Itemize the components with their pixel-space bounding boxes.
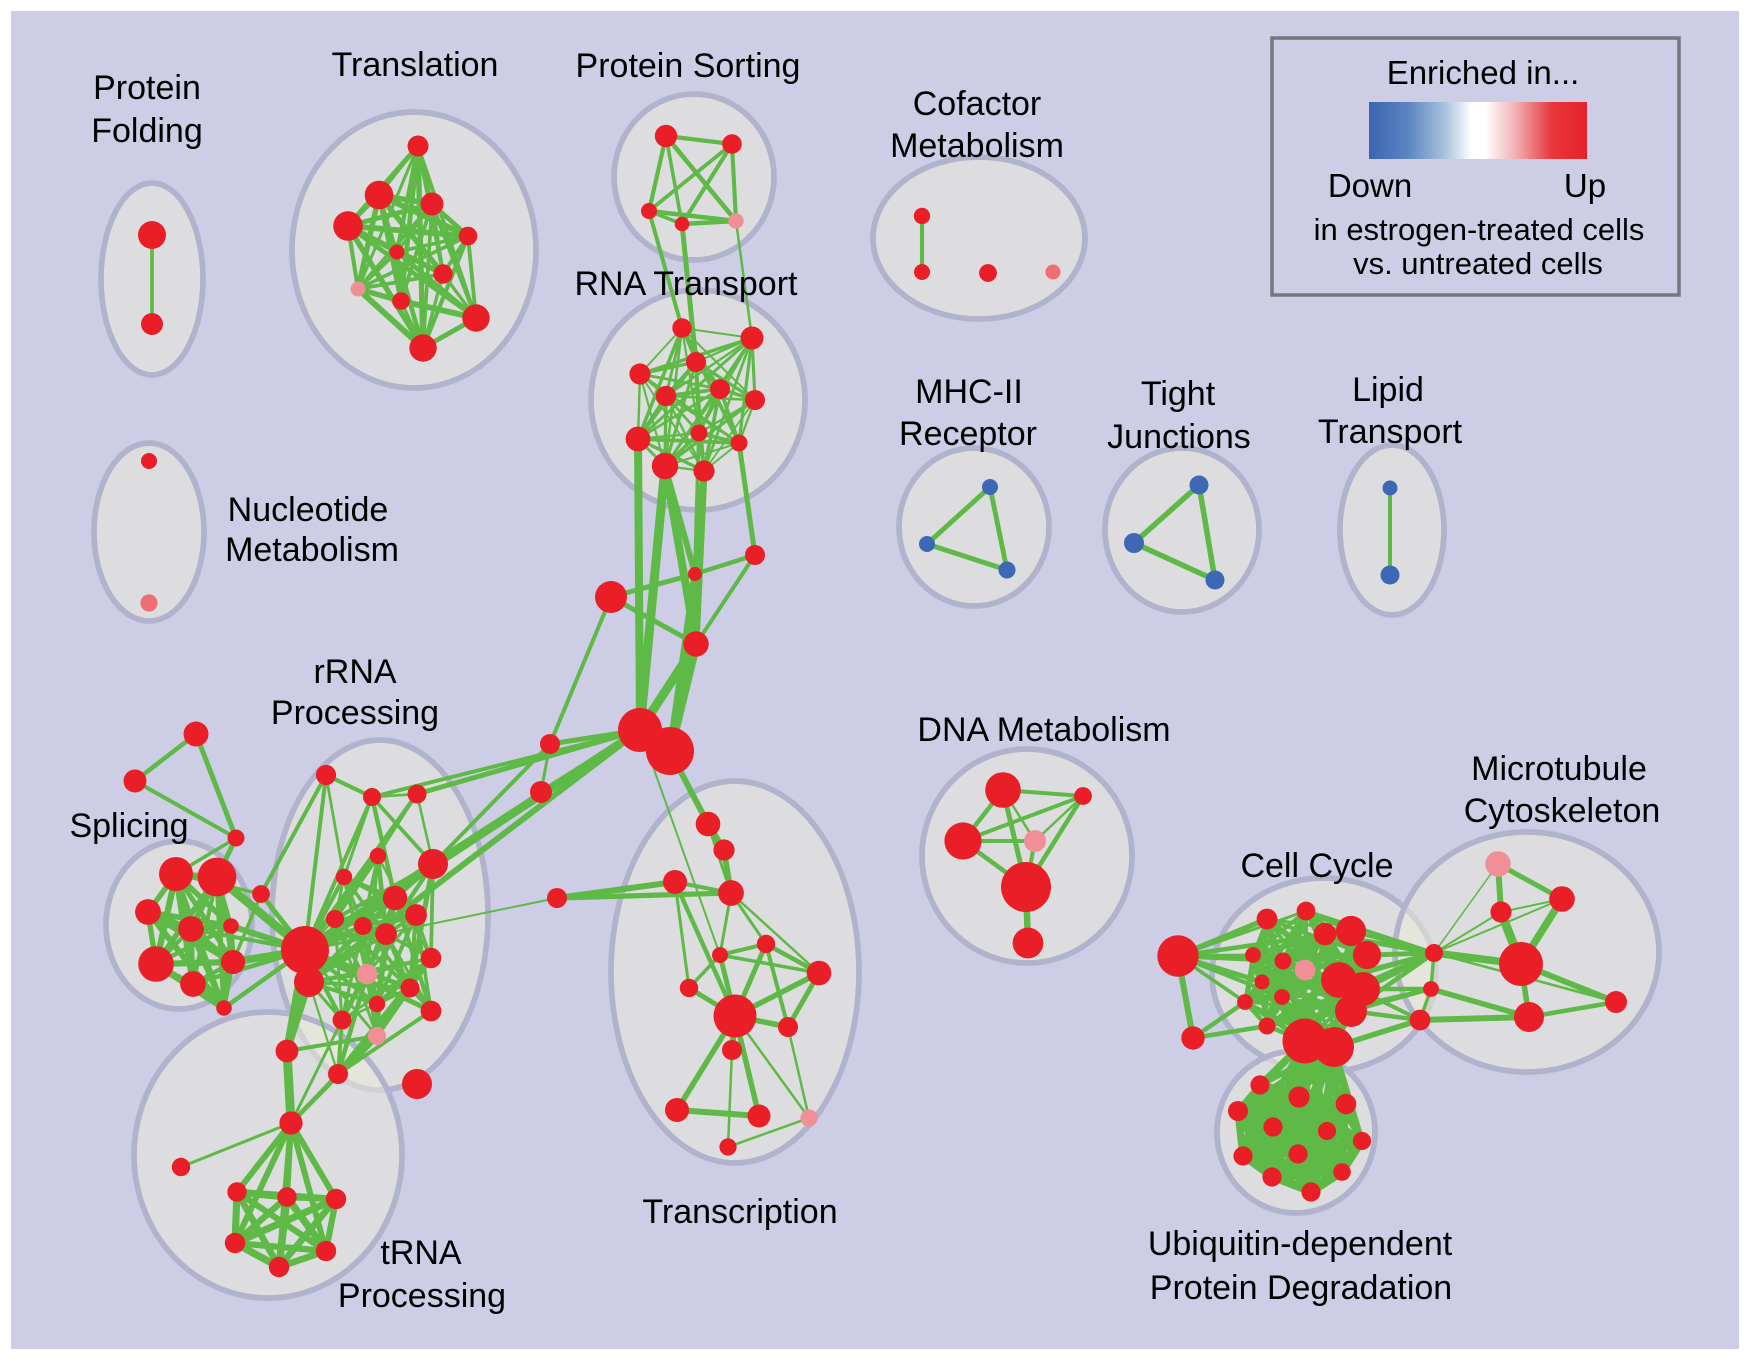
svg-text:Metabolism: Metabolism (225, 531, 399, 569)
svg-text:Ubiquitin-dependent: Ubiquitin-dependent (1148, 1225, 1453, 1263)
svg-text:Up: Up (1564, 167, 1606, 204)
svg-text:rRNA: rRNA (313, 653, 396, 691)
svg-text:Protein Degradation: Protein Degradation (1150, 1269, 1452, 1307)
svg-text:in estrogen-treated cells: in estrogen-treated cells (1314, 212, 1645, 247)
svg-text:vs. untreated cells: vs. untreated cells (1353, 246, 1603, 281)
svg-text:RNA Transport: RNA Transport (575, 265, 799, 303)
svg-text:Processing: Processing (338, 1277, 506, 1315)
svg-text:Down: Down (1328, 167, 1412, 204)
svg-text:Lipid: Lipid (1352, 371, 1424, 409)
svg-text:Protein: Protein (93, 69, 201, 107)
svg-text:Cofactor: Cofactor (913, 85, 1042, 123)
svg-text:Microtubule: Microtubule (1471, 750, 1647, 788)
svg-text:Transcription: Transcription (642, 1193, 837, 1231)
svg-text:Nucleotide: Nucleotide (228, 491, 389, 529)
svg-text:Translation: Translation (332, 46, 499, 84)
svg-text:Receptor: Receptor (899, 415, 1037, 453)
svg-text:Cytoskeleton: Cytoskeleton (1464, 792, 1661, 830)
svg-text:Protein Sorting: Protein Sorting (576, 47, 801, 85)
svg-text:MHC-II: MHC-II (915, 373, 1023, 411)
svg-text:DNA Metabolism: DNA Metabolism (917, 711, 1170, 749)
svg-text:tRNA: tRNA (380, 1234, 462, 1272)
svg-text:Folding: Folding (91, 112, 203, 150)
svg-text:Splicing: Splicing (69, 807, 188, 845)
svg-text:Junctions: Junctions (1107, 418, 1251, 456)
svg-text:Enriched in...: Enriched in... (1387, 54, 1580, 91)
svg-text:Tight: Tight (1141, 375, 1216, 413)
svg-text:Metabolism: Metabolism (890, 127, 1064, 165)
svg-text:Transport: Transport (1318, 413, 1463, 451)
svg-text:Cell Cycle: Cell Cycle (1240, 847, 1393, 885)
svg-text:Processing: Processing (271, 694, 439, 732)
